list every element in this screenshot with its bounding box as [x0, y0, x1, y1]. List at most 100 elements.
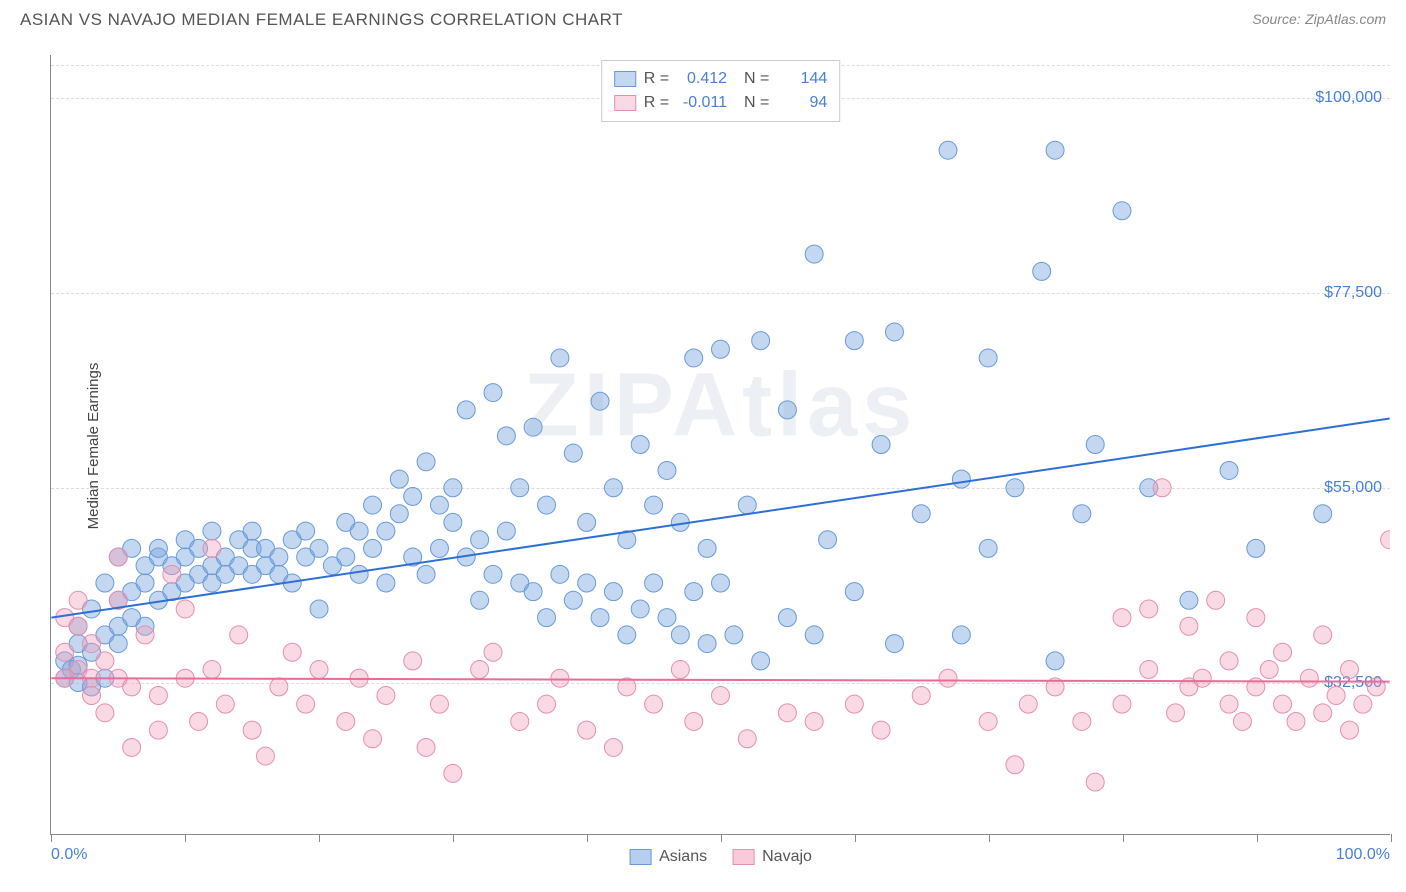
- data-point: [604, 738, 622, 756]
- data-point: [203, 539, 221, 557]
- data-point: [1073, 505, 1091, 523]
- legend-swatch: [614, 71, 636, 87]
- data-point: [1274, 643, 1292, 661]
- data-point: [658, 609, 676, 627]
- data-point: [350, 565, 368, 583]
- data-point: [1327, 687, 1345, 705]
- source-value: ZipAtlas.com: [1305, 11, 1386, 27]
- data-point: [149, 539, 167, 557]
- data-point: [538, 496, 556, 514]
- data-point: [1314, 505, 1332, 523]
- data-point: [430, 496, 448, 514]
- source: Source: ZipAtlas.com: [1252, 11, 1386, 29]
- data-point: [337, 548, 355, 566]
- data-point: [645, 496, 663, 514]
- data-point: [243, 721, 261, 739]
- data-point: [685, 583, 703, 601]
- data-point: [216, 695, 234, 713]
- data-point: [671, 626, 689, 644]
- data-point: [578, 721, 596, 739]
- data-point: [1341, 721, 1359, 739]
- legend-r-value: -0.011: [677, 91, 727, 115]
- legend-row: R =-0.011 N =94: [614, 91, 828, 115]
- legend-n-label: N =: [735, 67, 769, 91]
- data-point: [845, 583, 863, 601]
- chart-area: ZIPAtlas R =0.412 N =144R =-0.011 N =94 …: [50, 55, 1390, 835]
- data-point: [1167, 704, 1185, 722]
- data-point: [1153, 479, 1171, 497]
- legend-item: Navajo: [732, 848, 812, 866]
- data-point: [364, 496, 382, 514]
- data-point: [190, 712, 208, 730]
- data-point: [604, 583, 622, 601]
- data-point: [658, 461, 676, 479]
- data-point: [1073, 712, 1091, 730]
- data-point: [109, 548, 127, 566]
- data-point: [404, 652, 422, 670]
- data-point: [872, 436, 890, 454]
- data-point: [484, 643, 502, 661]
- data-point: [69, 591, 87, 609]
- legend-r-label: R =: [644, 91, 669, 115]
- x-tick: [453, 834, 454, 842]
- data-point: [1086, 773, 1104, 791]
- x-tick: [721, 834, 722, 842]
- data-point: [1019, 695, 1037, 713]
- chart-title: ASIAN VS NAVAJO MEDIAN FEMALE EARNINGS C…: [20, 10, 623, 30]
- legend-swatch: [614, 95, 636, 111]
- scatter-plot: [51, 55, 1390, 834]
- x-tick-label: 100.0%: [1336, 846, 1390, 864]
- data-point: [364, 730, 382, 748]
- data-point: [819, 531, 837, 549]
- source-label: Source:: [1252, 11, 1300, 27]
- legend-swatch: [732, 849, 754, 865]
- data-point: [645, 574, 663, 592]
- data-point: [1140, 600, 1158, 618]
- data-point: [96, 652, 114, 670]
- legend-swatch: [629, 849, 651, 865]
- data-point: [96, 704, 114, 722]
- legend-label: Asians: [659, 848, 707, 866]
- data-point: [176, 600, 194, 618]
- legend-n-value: 144: [777, 67, 827, 91]
- data-point: [444, 764, 462, 782]
- data-point: [56, 643, 74, 661]
- data-point: [578, 513, 596, 531]
- data-point: [1046, 141, 1064, 159]
- data-point: [390, 470, 408, 488]
- data-point: [417, 565, 435, 583]
- data-point: [136, 626, 154, 644]
- data-point: [872, 721, 890, 739]
- data-point: [1314, 626, 1332, 644]
- x-tick: [1391, 834, 1392, 842]
- data-point: [96, 574, 114, 592]
- data-point: [1220, 695, 1238, 713]
- data-point: [1193, 669, 1211, 687]
- data-point: [310, 600, 328, 618]
- data-point: [1367, 678, 1385, 696]
- data-point: [551, 565, 569, 583]
- data-point: [939, 141, 957, 159]
- data-point: [310, 661, 328, 679]
- data-point: [511, 712, 529, 730]
- data-point: [1274, 695, 1292, 713]
- data-point: [417, 453, 435, 471]
- data-point: [109, 635, 127, 653]
- data-point: [149, 687, 167, 705]
- data-point: [538, 609, 556, 627]
- data-point: [752, 652, 770, 670]
- data-point: [377, 687, 395, 705]
- data-point: [136, 574, 154, 592]
- data-point: [698, 635, 716, 653]
- data-point: [484, 565, 502, 583]
- data-point: [1006, 756, 1024, 774]
- x-tick: [855, 834, 856, 842]
- data-point: [618, 626, 636, 644]
- legend-series: Asians Navajo: [629, 848, 812, 866]
- data-point: [497, 522, 515, 540]
- data-point: [805, 712, 823, 730]
- legend-correlation: R =0.412 N =144R =-0.011 N =94: [601, 60, 841, 122]
- data-point: [778, 401, 796, 419]
- data-point: [685, 349, 703, 367]
- data-point: [123, 678, 141, 696]
